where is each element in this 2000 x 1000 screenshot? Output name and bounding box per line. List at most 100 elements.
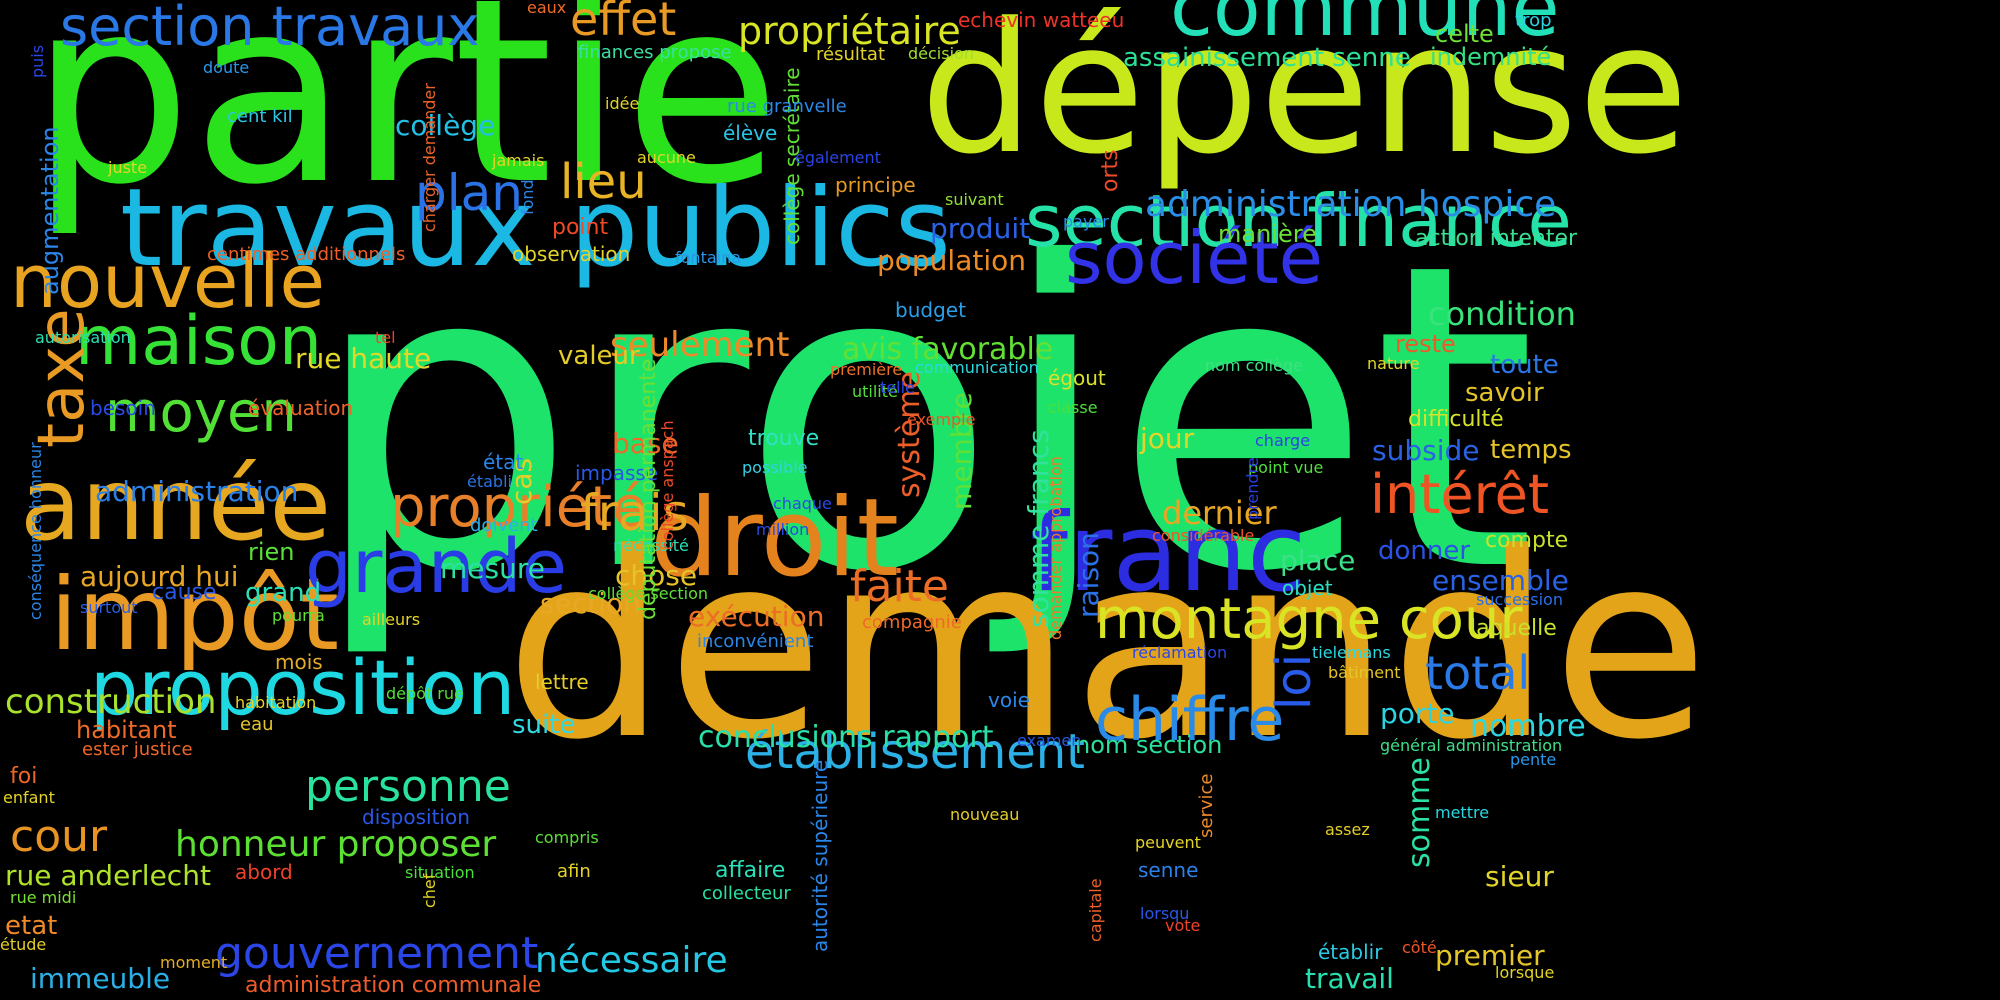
word-7: droit [650,476,900,601]
word-109: possible [742,458,808,477]
word-191: centimes additionnels [207,244,406,265]
word-125: cause [152,580,217,605]
word-17: chiffre [1095,685,1285,755]
word-160: pente [1510,750,1557,769]
word-50: rue anderlecht [5,859,211,892]
word-181: aucune [637,148,696,167]
word-180: idée [605,94,640,113]
word-123: pourra [272,606,325,625]
word-53: collège [395,109,496,142]
word-1: partie [30,0,781,241]
word-148: examen [1017,731,1082,750]
word-117: lettre [535,670,589,694]
word-84: action intenter [1415,226,1578,251]
word-97: orts [1098,149,1123,192]
word-174: état [483,450,524,474]
word-67: rue haute [295,342,432,375]
word-13: maison [75,302,322,381]
word-10: année [20,446,332,563]
word-198: conséquence honneur [26,442,45,620]
word-162: bâtiment [1328,663,1401,682]
word-133: abord [235,860,293,884]
word-56: section [540,587,641,620]
word-139: disposition [362,805,470,829]
word-52: administration [95,475,299,508]
word-154: vote [1165,916,1201,935]
word-36: honneur proposer [175,824,497,865]
word-94: principe [835,173,916,197]
word-96: payer [1063,212,1109,231]
word-47: raison [1072,532,1105,618]
word-20: propriété [390,475,647,540]
word-163: tielemans [1312,643,1391,662]
word-75: sieur [1485,860,1554,893]
word-65: base [612,427,679,460]
word-185: également [795,148,881,167]
word-61: ensemble [1432,564,1569,597]
word-8: franc [1030,491,1307,616]
word-89: echevin watteeu [958,8,1125,32]
word-197: évaluation [248,396,354,420]
word-165: succession [1476,590,1563,609]
word-4: travaux publics [120,166,951,291]
word-169: charge [1255,431,1311,450]
word-178: fontaina [675,248,742,267]
word-118: suite [512,710,576,740]
word-188: cent kil [227,106,293,127]
word-196: besoin [90,396,156,420]
word-104: classe [1048,398,1098,417]
word-77: toute [1490,350,1559,380]
word-108: trouve [748,426,820,451]
word-158: mettre [1435,803,1490,822]
word-40: avis favorable [842,332,1054,367]
word-130: ester justice [82,739,193,760]
word-107: exemple [907,410,976,429]
word-21: moyen [105,380,297,445]
word-172: députation permanente [636,358,661,620]
word-131: foi [10,764,38,789]
word-48: assainissement senne [1123,43,1411,73]
word-72: somme [1402,757,1437,868]
word-156: côté [1402,938,1437,957]
word-157: lorsque [1495,963,1555,982]
word-114: collège section [588,584,709,603]
word-87: celte [1435,20,1494,48]
word-34: cour [10,811,108,862]
word-54: population [877,244,1026,277]
word-30: faite [850,561,949,612]
word-73: travail [1305,962,1394,995]
word-66: valeur [558,341,640,371]
word-90: résultat [816,44,886,65]
word-41: conclusions rapport [698,720,994,755]
word-24: gouvernement [215,928,539,979]
word-119: dépôt rue [386,684,464,703]
word-32: total [1425,646,1531,700]
word-12: nouvelle [10,239,326,325]
word-112: million [756,520,810,539]
word-35: propriétaire [738,9,961,53]
word-110: impasse [575,461,659,485]
word-144: collecteur [702,883,791,904]
word-58: immeuble [30,962,171,995]
word-152: lorsqu [1140,904,1190,923]
word-141: afin [557,861,591,882]
word-14: proposition [90,643,516,732]
word-105: nom collège [1205,356,1303,375]
word-124: rien [248,538,295,566]
word-127: habitation [235,693,317,712]
word-82: compte [1485,528,1569,553]
word-9: société [1065,216,1323,300]
word-39: seulement [610,325,790,365]
word-103: égout [1048,366,1106,390]
word-184: élève [723,121,778,145]
word-140: compris [535,828,599,847]
word-168: demander approbation [1046,456,1065,640]
word-81: donner [1378,536,1471,566]
word-147: nouveau [950,805,1020,824]
word-176: doivent [470,515,538,536]
word-179: point [552,215,609,240]
word-86: reste [1395,330,1456,358]
word-153: capitale [1086,878,1105,942]
word-88: trop [1515,10,1552,31]
word-95: suivant [945,190,1004,209]
